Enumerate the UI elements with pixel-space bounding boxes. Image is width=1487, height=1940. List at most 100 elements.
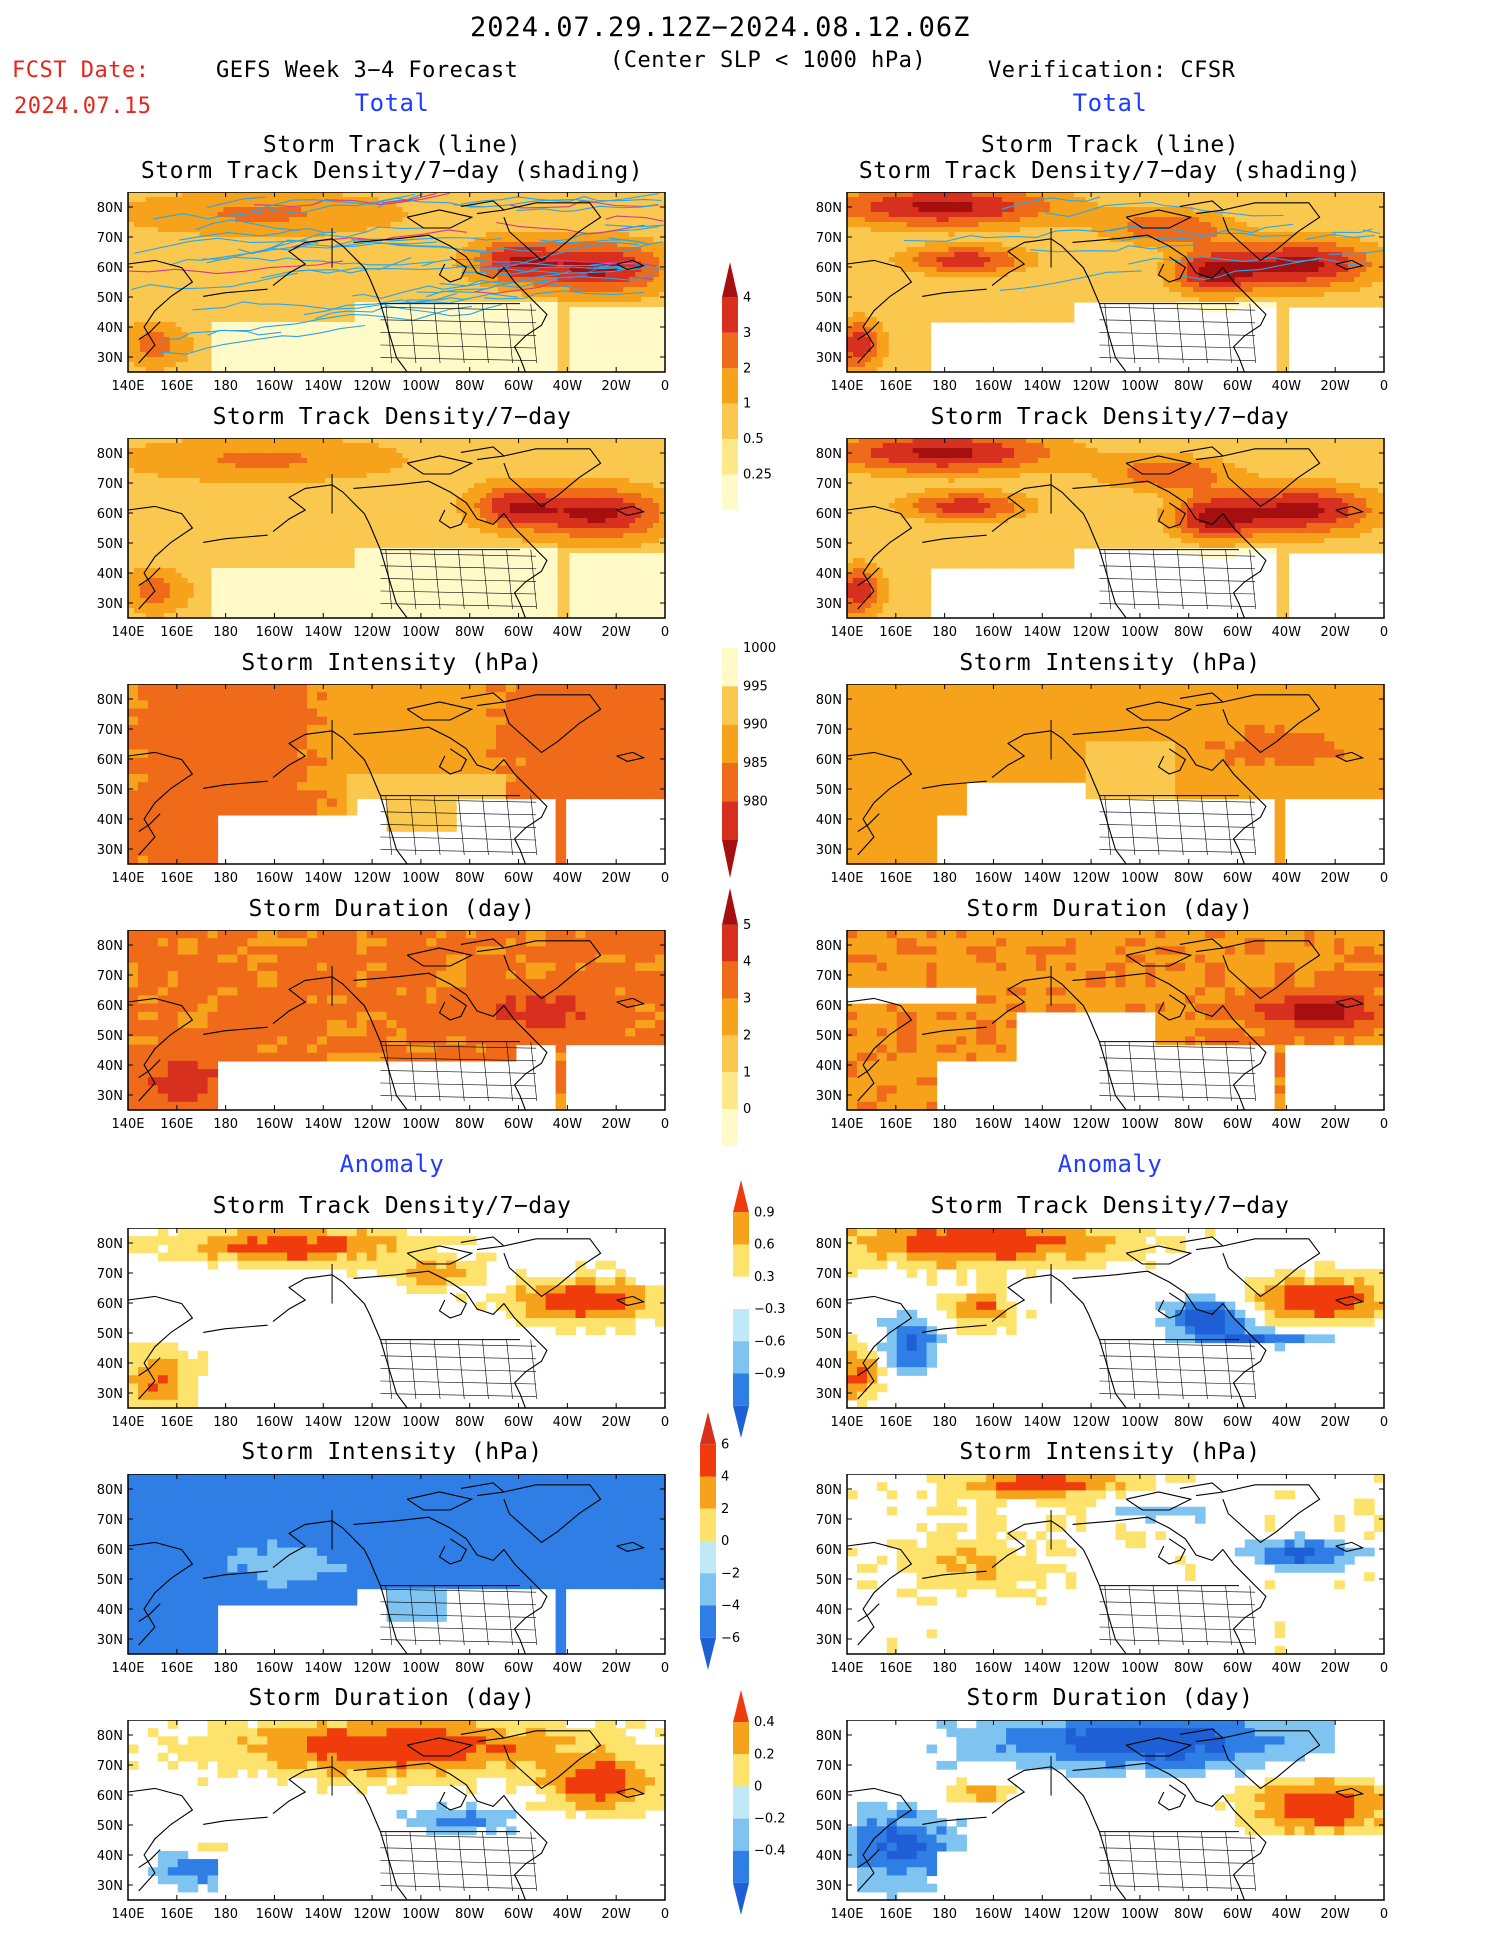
field-cell bbox=[617, 307, 624, 313]
field-cell bbox=[212, 362, 219, 368]
field-cell bbox=[229, 262, 236, 268]
field-cell bbox=[611, 277, 618, 283]
field-cell bbox=[847, 252, 854, 258]
field-cell bbox=[373, 362, 380, 368]
field-cell bbox=[146, 287, 153, 293]
field-cell bbox=[629, 287, 636, 293]
field-cell bbox=[444, 197, 451, 203]
field-cell bbox=[1038, 202, 1045, 208]
field-cell bbox=[937, 232, 944, 238]
field-cell bbox=[883, 232, 890, 238]
field-cell bbox=[1062, 317, 1069, 323]
field-cell bbox=[265, 317, 272, 323]
field-cell bbox=[1133, 292, 1140, 298]
field-cell bbox=[948, 202, 955, 208]
field-cell bbox=[379, 257, 386, 263]
field-cell bbox=[635, 362, 642, 368]
field-cell bbox=[871, 227, 878, 233]
lon-tick-label: 0 bbox=[661, 379, 669, 394]
field-cell bbox=[223, 247, 230, 253]
field-cell bbox=[510, 362, 517, 368]
field-cell bbox=[1193, 292, 1200, 298]
field-cell bbox=[176, 247, 183, 253]
field-cell bbox=[420, 357, 427, 363]
field-cell bbox=[331, 292, 338, 298]
field-cell bbox=[942, 307, 949, 313]
field-cell bbox=[522, 242, 529, 248]
field-cell bbox=[1121, 262, 1128, 268]
field-cell bbox=[972, 272, 979, 278]
field-cell bbox=[408, 357, 415, 363]
field-cell bbox=[1014, 282, 1021, 288]
field-cell bbox=[599, 282, 606, 288]
field-cell bbox=[456, 207, 463, 213]
field-cell bbox=[134, 237, 141, 243]
field-cell bbox=[170, 277, 177, 283]
field-cell bbox=[534, 312, 541, 318]
field-cell bbox=[504, 347, 511, 353]
field-cell bbox=[901, 207, 908, 213]
field-cell bbox=[1169, 232, 1176, 238]
field-cell bbox=[972, 252, 979, 258]
field-cell bbox=[919, 297, 926, 303]
field-cell bbox=[913, 352, 920, 358]
field-cell bbox=[152, 302, 159, 308]
field-cell bbox=[128, 222, 135, 228]
field-cell bbox=[990, 242, 997, 248]
field-cell bbox=[1098, 292, 1105, 298]
field-cell bbox=[954, 292, 961, 298]
field-cell bbox=[259, 282, 266, 288]
field-cell bbox=[641, 297, 648, 303]
field-cell bbox=[373, 342, 380, 348]
field-cell bbox=[996, 192, 1003, 198]
field-cell bbox=[931, 282, 938, 288]
field-cell bbox=[1157, 292, 1164, 298]
field-cell bbox=[492, 352, 499, 358]
field-cell bbox=[954, 197, 961, 203]
field-cell bbox=[617, 342, 624, 348]
field-cell bbox=[540, 342, 547, 348]
field-cell bbox=[468, 222, 475, 228]
field-cell bbox=[206, 227, 213, 233]
field-cell bbox=[558, 312, 565, 318]
field-cell bbox=[486, 217, 493, 223]
field-cell bbox=[182, 252, 189, 258]
field-cell bbox=[853, 232, 860, 238]
field-cell bbox=[492, 362, 499, 368]
field-cell bbox=[1044, 287, 1051, 293]
field-cell bbox=[307, 252, 314, 258]
field-cell bbox=[164, 202, 171, 208]
field-cell bbox=[1086, 287, 1093, 293]
field-cell bbox=[420, 347, 427, 353]
field-cell bbox=[1121, 232, 1128, 238]
field-cell bbox=[367, 357, 374, 363]
field-cell bbox=[146, 227, 153, 233]
field-cell bbox=[877, 352, 884, 358]
field-cell bbox=[355, 247, 362, 253]
field-cell bbox=[194, 337, 201, 343]
field-cell bbox=[1026, 317, 1033, 323]
field-cell bbox=[271, 302, 278, 308]
field-cell bbox=[605, 192, 612, 198]
field-cell bbox=[978, 227, 985, 233]
field-cell bbox=[1062, 307, 1069, 313]
field-cell bbox=[402, 267, 409, 273]
field-cell bbox=[140, 302, 147, 308]
field-cell bbox=[158, 287, 165, 293]
field-cell bbox=[289, 307, 296, 313]
field-cell bbox=[919, 317, 926, 323]
field-cell bbox=[1127, 292, 1134, 298]
field-cell bbox=[581, 262, 588, 268]
field-cell bbox=[480, 242, 487, 248]
field-cell bbox=[194, 207, 201, 213]
field-cell bbox=[913, 262, 920, 268]
field-cell bbox=[1116, 242, 1123, 248]
field-cell bbox=[456, 197, 463, 203]
field-cell bbox=[426, 277, 433, 283]
field-cell bbox=[978, 197, 985, 203]
field-cell bbox=[883, 282, 890, 288]
field-cell bbox=[355, 362, 362, 368]
field-cell bbox=[966, 297, 973, 303]
field-cell bbox=[1026, 272, 1033, 278]
field-cell bbox=[1020, 307, 1027, 313]
